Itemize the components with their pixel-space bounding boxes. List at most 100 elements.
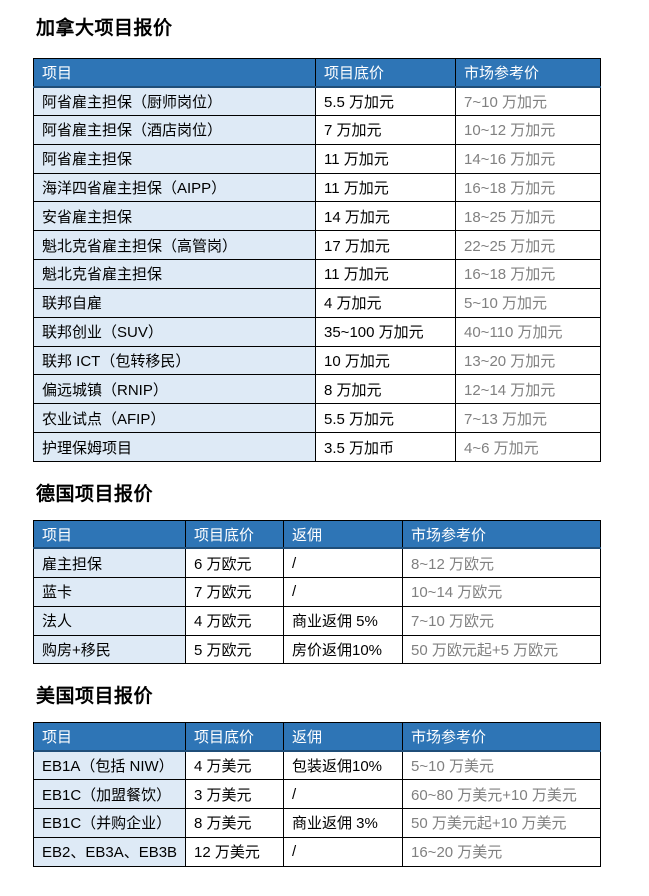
table-row: 阿省雇主担保 11 万加元 14~16 万加元 (33, 143, 601, 174)
cell-market-price: 4~6 万加元 (455, 432, 601, 462)
cell-project-name: 海洋四省雇主担保（AIPP） (33, 172, 316, 203)
column-header-market-price: 市场参考价 (402, 722, 601, 752)
column-header-project: 项目 (33, 722, 186, 752)
usa-header-row: 项目 项目底价 返佣 市场参考价 (33, 722, 601, 752)
cell-project-name: 阿省雇主担保 (33, 143, 316, 174)
germany-section-title: 德国项目报价 (36, 483, 154, 505)
table-row: 农业试点（AFIP） 5.5 万加元 7~13 万加元 (33, 403, 601, 434)
cell-market-price: 5~10 万美元 (402, 750, 601, 781)
germany-table-body: 雇主担保 6 万欧元 / 8~12 万欧元 蓝卡 7 万欧元 / 10~14 万… (33, 547, 601, 665)
cell-rebate: / (283, 576, 403, 607)
cell-market-price: 16~18 万加元 (455, 259, 601, 289)
cell-base-price: 11 万加元 (315, 259, 456, 289)
table-row: 联邦自雇 4 万加元 5~10 万加元 (33, 287, 601, 318)
cell-project-name: 魁北克省雇主担保（高管岗） (33, 230, 316, 261)
cell-base-price: 3.5 万加币 (315, 432, 456, 462)
table-row: EB1C（加盟餐饮） 3 万美元 / 60~80 万美元+10 万美元 (33, 779, 601, 810)
cell-base-price: 7 万加元 (315, 114, 456, 145)
cell-market-price: 14~16 万加元 (455, 143, 601, 174)
cell-project-name: 阿省雇主担保（酒店岗位） (33, 114, 316, 145)
cell-project-name: 购房+移民 (33, 634, 186, 665)
cell-base-price: 5.5 万加元 (315, 86, 456, 116)
cell-rebate: 商业返佣 3% (283, 808, 403, 838)
cell-market-price: 10~12 万加元 (455, 114, 601, 145)
column-header-base-price: 项目底价 (185, 519, 284, 550)
canada-quote-table: 项目 项目底价 市场参考价 阿省雇主担保（厨师岗位） 5.5 万加元 7~10 … (33, 58, 601, 462)
cell-base-price: 11 万加元 (315, 143, 456, 174)
cell-market-price: 40~110 万加元 (455, 316, 601, 347)
column-header-rebate: 返佣 (283, 519, 403, 550)
cell-base-price: 8 万美元 (185, 808, 284, 838)
table-row: 雇主担保 6 万欧元 / 8~12 万欧元 (33, 547, 601, 578)
cell-project-name: 法人 (33, 605, 186, 636)
cell-project-name: 护理保姆项目 (33, 432, 316, 462)
cell-project-name: EB1A（包括 NIW） (33, 750, 186, 781)
cell-project-name: 安省雇主担保 (33, 201, 316, 232)
cell-project-name: 联邦 ICT（包转移民） (33, 345, 316, 376)
cell-base-price: 5 万欧元 (185, 634, 284, 665)
cell-rebate: 包装返佣10% (283, 750, 403, 781)
cell-base-price: 8 万加元 (315, 374, 456, 405)
cell-base-price: 4 万美元 (185, 750, 284, 781)
cell-project-name: 联邦自雇 (33, 287, 316, 318)
cell-market-price: 18~25 万加元 (455, 201, 601, 232)
cell-market-price: 7~13 万加元 (455, 403, 601, 434)
cell-base-price: 14 万加元 (315, 201, 456, 232)
cell-base-price: 12 万美元 (185, 836, 284, 867)
table-row: 安省雇主担保 14 万加元 18~25 万加元 (33, 201, 601, 232)
column-header-rebate: 返佣 (283, 722, 403, 752)
column-header-project: 项目 (33, 58, 316, 88)
cell-market-price: 7~10 万欧元 (402, 605, 601, 636)
cell-project-name: 雇主担保 (33, 547, 186, 578)
cell-project-name: EB1C（加盟餐饮） (33, 779, 186, 810)
column-header-market-price: 市场参考价 (402, 519, 601, 550)
cell-project-name: 蓝卡 (33, 576, 186, 607)
germany-header-row: 项目 项目底价 返佣 市场参考价 (33, 519, 601, 550)
cell-market-price: 13~20 万加元 (455, 345, 601, 376)
cell-base-price: 6 万欧元 (185, 547, 284, 578)
table-row: 蓝卡 7 万欧元 / 10~14 万欧元 (33, 576, 601, 607)
cell-project-name: 偏远城镇（RNIP） (33, 374, 316, 405)
cell-base-price: 17 万加元 (315, 230, 456, 261)
canada-section-title: 加拿大项目报价 (36, 18, 173, 39)
cell-rebate: 房价返佣10% (283, 634, 403, 665)
cell-project-name: 阿省雇主担保（厨师岗位） (33, 86, 316, 116)
table-row: 海洋四省雇主担保（AIPP） 11 万加元 16~18 万加元 (33, 172, 601, 203)
cell-market-price: 5~10 万加元 (455, 287, 601, 318)
cell-market-price: 12~14 万加元 (455, 374, 601, 405)
table-row: 魁北克省雇主担保 11 万加元 16~18 万加元 (33, 259, 601, 289)
table-row: 护理保姆项目 3.5 万加币 4~6 万加元 (33, 432, 601, 462)
cell-base-price: 11 万加元 (315, 172, 456, 203)
cell-rebate: / (283, 836, 403, 867)
column-header-base-price: 项目底价 (315, 58, 456, 88)
table-row: 偏远城镇（RNIP） 8 万加元 12~14 万加元 (33, 374, 601, 405)
table-row: 购房+移民 5 万欧元 房价返佣10% 50 万欧元起+5 万欧元 (33, 634, 601, 665)
cell-market-price: 16~20 万美元 (402, 836, 601, 867)
usa-quote-table: 项目 项目底价 返佣 市场参考价 EB1A（包括 NIW） 4 万美元 包装返佣… (33, 722, 601, 867)
usa-section-title: 美国项目报价 (36, 686, 154, 708)
column-header-project: 项目 (33, 519, 186, 550)
table-row: EB1A（包括 NIW） 4 万美元 包装返佣10% 5~10 万美元 (33, 750, 601, 781)
cell-rebate: / (283, 547, 403, 578)
table-row: 魁北克省雇主担保（高管岗） 17 万加元 22~25 万加元 (33, 230, 601, 261)
table-row: 联邦 ICT（包转移民） 10 万加元 13~20 万加元 (33, 345, 601, 376)
canada-table-body: 阿省雇主担保（厨师岗位） 5.5 万加元 7~10 万加元 阿省雇主担保（酒店岗… (33, 86, 601, 462)
table-row: 阿省雇主担保（厨师岗位） 5.5 万加元 7~10 万加元 (33, 86, 601, 116)
column-header-market-price: 市场参考价 (455, 58, 601, 88)
table-row: EB1C（并购企业） 8 万美元 商业返佣 3% 50 万美元起+10 万美元 (33, 808, 601, 838)
cell-market-price: 16~18 万加元 (455, 172, 601, 203)
cell-base-price: 4 万欧元 (185, 605, 284, 636)
cell-project-name: 农业试点（AFIP） (33, 403, 316, 434)
cell-project-name: 联邦创业（SUV） (33, 316, 316, 347)
cell-project-name: 魁北克省雇主担保 (33, 259, 316, 289)
table-row: 联邦创业（SUV） 35~100 万加元 40~110 万加元 (33, 316, 601, 347)
cell-base-price: 10 万加元 (315, 345, 456, 376)
table-row: 阿省雇主担保（酒店岗位） 7 万加元 10~12 万加元 (33, 114, 601, 145)
cell-base-price: 7 万欧元 (185, 576, 284, 607)
table-row: EB2、EB3A、EB3B 12 万美元 / 16~20 万美元 (33, 836, 601, 867)
cell-market-price: 22~25 万加元 (455, 230, 601, 261)
cell-market-price: 50 万欧元起+5 万欧元 (402, 634, 601, 665)
cell-base-price: 4 万加元 (315, 287, 456, 318)
cell-project-name: EB2、EB3A、EB3B (33, 836, 186, 867)
